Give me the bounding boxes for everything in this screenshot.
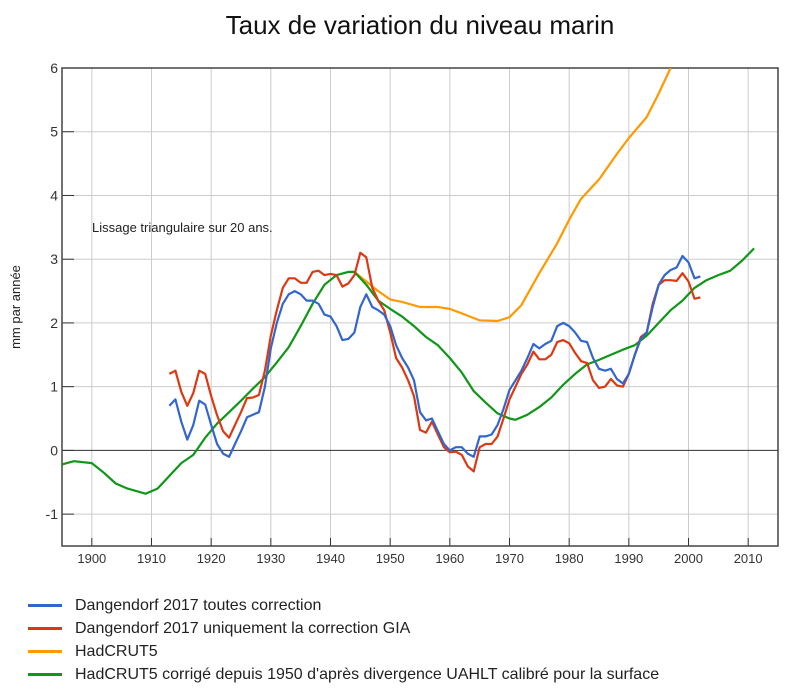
legend-swatch — [28, 604, 62, 607]
series-line-2 — [353, 68, 672, 323]
legend-label: HadCRUT5 corrigé depuis 1950 d'après div… — [75, 665, 660, 683]
x-tick-label: 2000 — [674, 551, 703, 566]
legend: Dangendorf 2017 toutes correction Dangend… — [28, 594, 659, 686]
legend-item: Dangendorf 2017 uniquement la correction… — [28, 617, 659, 640]
series-line-3 — [62, 247, 755, 495]
y-tick-label: 6 — [50, 60, 58, 76]
y-tick-label: 3 — [50, 251, 58, 267]
legend-swatch — [28, 650, 62, 653]
x-tick-label: 1900 — [77, 551, 106, 566]
legend-item: HadCRUT5 corrigé depuis 1950 d'après div… — [28, 663, 659, 686]
x-tick-label: 1950 — [376, 551, 405, 566]
y-tick-label: 1 — [50, 379, 58, 395]
x-tick-label: 1980 — [555, 551, 584, 566]
series-line-1 — [168, 251, 701, 473]
y-axis-label: mm par année — [8, 265, 23, 349]
legend-swatch — [28, 673, 62, 676]
chart-title: Taux de variation du niveau marin — [225, 10, 615, 40]
y-tick-label: -1 — [46, 506, 59, 522]
x-tick-label: 1970 — [495, 551, 524, 566]
y-tick-label: 5 — [50, 124, 58, 140]
y-tick-label: 2 — [50, 315, 58, 331]
y-tick-label: 0 — [50, 442, 58, 458]
legend-swatch — [28, 627, 62, 630]
legend-item: Dangendorf 2017 toutes correction — [28, 594, 659, 617]
x-tick-label: 2010 — [734, 551, 763, 566]
legend-label: HadCRUT5 — [75, 642, 158, 660]
y-tick-label: 4 — [50, 187, 58, 203]
x-tick-label: 1940 — [316, 551, 345, 566]
series-line-0 — [168, 254, 701, 458]
x-tick-label: 1960 — [435, 551, 464, 566]
annotation: Lissage triangulaire sur 20 ans. — [92, 220, 273, 235]
x-tick-label: 1920 — [197, 551, 226, 566]
plot-frame — [61, 67, 779, 547]
legend-item: HadCRUT5 — [28, 640, 659, 663]
x-tick-label: 1930 — [256, 551, 285, 566]
x-tick-label: 1910 — [137, 551, 166, 566]
legend-label: Dangendorf 2017 toutes correction — [75, 596, 322, 614]
x-tick-label: 1990 — [614, 551, 643, 566]
legend-label: Dangendorf 2017 uniquement la correction… — [75, 619, 411, 637]
